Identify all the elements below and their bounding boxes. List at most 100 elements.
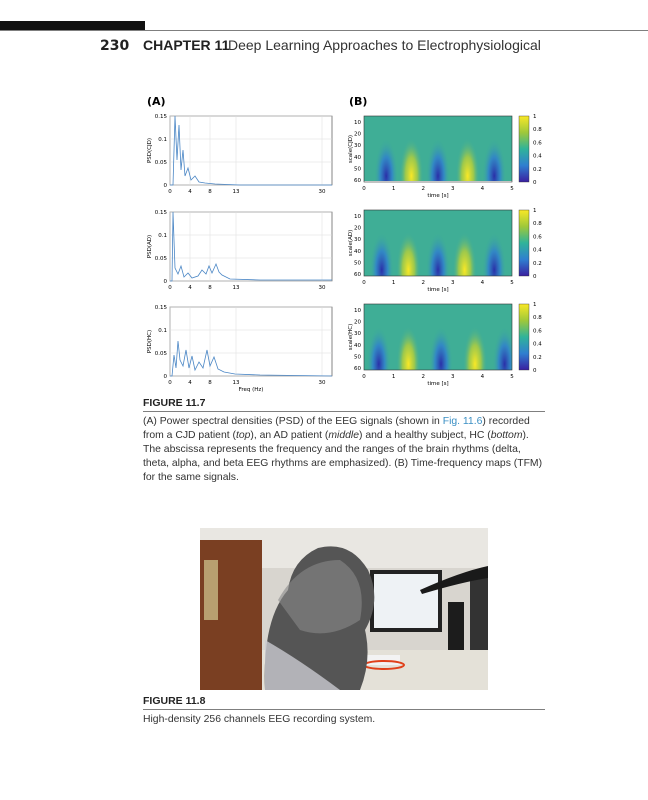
y-tick-label: 0 (164, 279, 168, 285)
y-tick-label: 0.05 (155, 351, 168, 357)
x-tick-label: 4 (188, 189, 192, 195)
colorbar-tick-label: 1 (533, 208, 537, 214)
tfm-blob (426, 138, 450, 181)
x-axis-label: Freq (Hz) (239, 387, 264, 393)
x-tick-label: 13 (233, 380, 240, 386)
tfm-blob (374, 138, 399, 181)
y-tick-label: 0.05 (155, 160, 168, 166)
tfm-blob (482, 138, 507, 181)
caption-text: ), an AD patient ( (250, 430, 329, 441)
plot-area (169, 115, 333, 186)
x-tick-label: 5 (510, 280, 514, 286)
colorbar-tick-label: 0.4 (533, 248, 542, 254)
colorbar (518, 303, 530, 371)
figure-link[interactable]: Fig. 11.6 (442, 416, 483, 427)
x-tick-label: 4 (188, 285, 192, 291)
header-bar (0, 21, 145, 30)
y-tick-label: 50 (354, 166, 361, 172)
x-tick-label: 0 (168, 285, 172, 291)
y-tick-label: 20 (354, 132, 361, 138)
y-axis-label: scale(HC) (348, 324, 354, 350)
tfm-blob (492, 326, 512, 370)
tfm-blob (366, 326, 391, 370)
caption-emphasis: bottom (490, 430, 523, 441)
x-tick-label: 8 (208, 380, 212, 386)
chapter-label: CHAPTER 11 (143, 37, 230, 53)
plot-area (169, 211, 333, 282)
y-tick-label: 0.1 (158, 233, 167, 239)
x-tick-label: 4 (188, 380, 192, 386)
figure-label: FIGURE 11.8 (143, 695, 206, 707)
tfm-map (364, 304, 512, 370)
figure-caption: High-density 256 channels EEG recording … (143, 714, 376, 725)
y-tick-label: 60 (354, 178, 361, 184)
tfm-blob (396, 326, 421, 370)
x-tick-label: 3 (451, 374, 455, 380)
x-tick-label: 3 (451, 186, 455, 192)
x-tick-label: 4 (481, 280, 485, 286)
y-tick-label: 40 (354, 155, 361, 161)
y-tick-label: 60 (354, 272, 361, 278)
y-tick-label: 60 (354, 366, 361, 372)
colorbar-tick-label: 0.4 (533, 342, 542, 348)
colorbar-tick-label: 0.2 (533, 355, 542, 361)
y-tick-label: 0.05 (155, 256, 168, 262)
tfm-blob (369, 232, 394, 276)
eeg-photo (200, 528, 488, 690)
colorbar-tick-label: 1 (533, 114, 537, 120)
tfm-blob (452, 232, 477, 276)
y-tick-label: 0.15 (155, 305, 168, 311)
caption-emphasis: top (235, 430, 251, 441)
x-tick-label: 1 (392, 280, 396, 286)
tfm-frame (363, 115, 513, 183)
colorbar-tick-label: 1 (533, 302, 537, 308)
tfm-blob (482, 232, 507, 276)
x-tick-label: 2 (421, 374, 425, 380)
x-tick-label: 1 (392, 186, 396, 192)
tfm-blob (455, 138, 480, 181)
x-tick-label: 3 (451, 280, 455, 286)
x-tick-label: 0 (168, 189, 172, 195)
y-tick-label: 30 (354, 237, 361, 243)
colorbar-tick-label: 0 (533, 274, 537, 280)
colorbar-tick-label: 0.8 (533, 221, 542, 227)
tfm-blob (426, 232, 450, 276)
tfm-blob (428, 326, 453, 370)
plot-area (169, 306, 333, 377)
y-tick-label: 0.15 (155, 114, 168, 120)
x-axis-label: time [s] (427, 193, 448, 199)
y-tick-label: 30 (354, 331, 361, 337)
colorbar-tick-label: 0.8 (533, 315, 542, 321)
y-tick-label: 0.15 (155, 210, 168, 216)
colorbar-tick-label: 0.8 (533, 127, 542, 133)
x-tick-label: 1 (392, 374, 396, 380)
colorbar-tick-label: 0.2 (533, 167, 542, 173)
colorbar-tick-label: 0 (533, 368, 537, 374)
x-tick-label: 2 (421, 280, 425, 286)
y-axis-label: scale(CJD) (348, 135, 354, 163)
y-tick-label: 0 (164, 374, 168, 380)
y-axis-label: PSD(HC) (147, 330, 153, 353)
colorbar-tick-label: 0 (533, 180, 537, 186)
colorbar-tick-label: 0.4 (533, 154, 542, 160)
y-tick-label: 50 (354, 260, 361, 266)
y-axis-label: scale(AD) (348, 230, 354, 256)
tfm-blob (396, 232, 421, 276)
x-tick-label: 5 (510, 374, 514, 380)
x-tick-label: 0 (362, 374, 366, 380)
x-tick-label: 4 (481, 374, 485, 380)
x-tick-label: 4 (481, 186, 485, 192)
tfm-map (364, 210, 512, 276)
tfm-frame (363, 303, 513, 371)
x-tick-label: 5 (510, 186, 514, 192)
caption-text: (A) Power spectral densities (PSD) of th… (143, 416, 443, 427)
y-tick-label: 0 (164, 183, 168, 189)
figure-label: FIGURE 11.7 (143, 397, 206, 409)
panel-label: (B) (349, 95, 367, 108)
tfm-map (364, 116, 512, 181)
y-axis-label: PSD(AD) (147, 235, 153, 258)
caption-emphasis: middle (328, 430, 360, 441)
tfm-frame (363, 209, 513, 277)
